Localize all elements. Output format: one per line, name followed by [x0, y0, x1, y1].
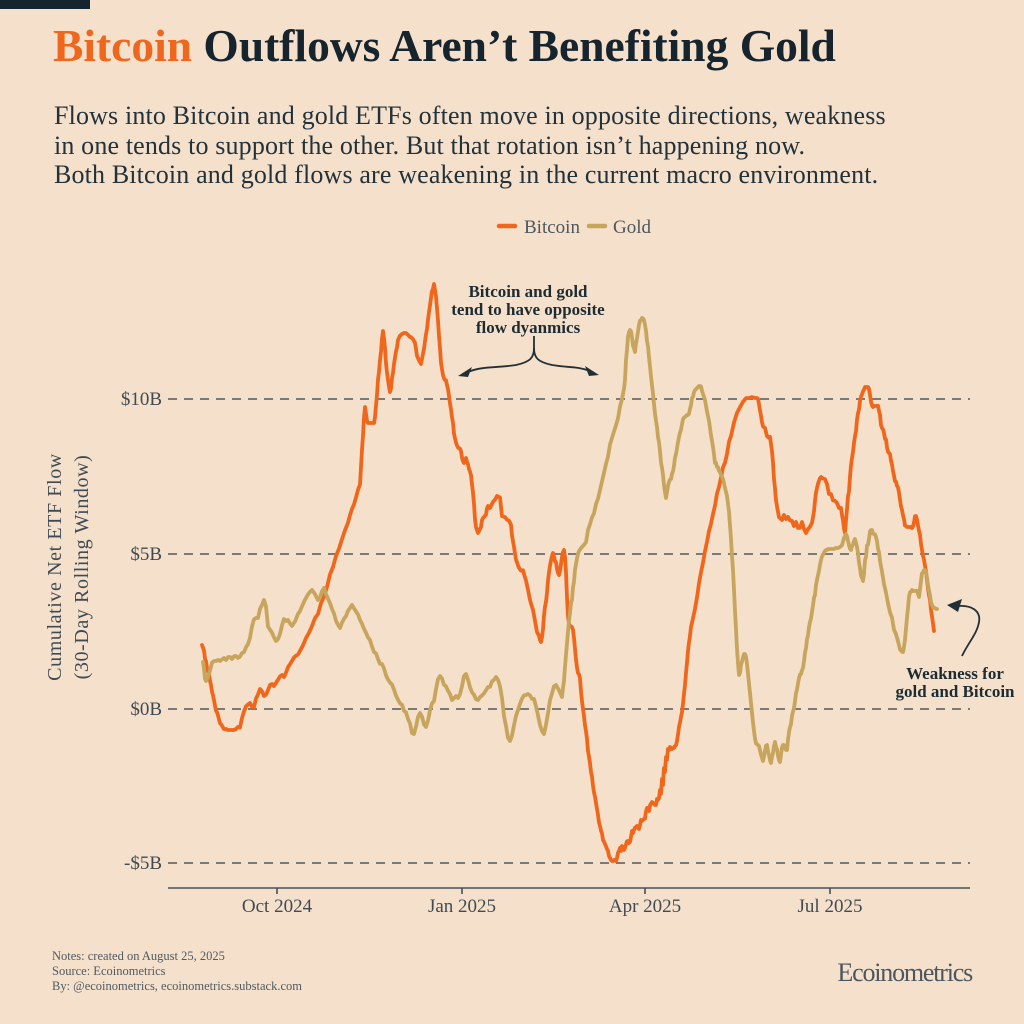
svg-text:Oct 2024: Oct 2024	[242, 896, 313, 917]
svg-text:$10B: $10B	[121, 389, 162, 410]
svg-text:$0B: $0B	[130, 699, 162, 720]
svg-text:tend to have opposite: tend to have opposite	[451, 300, 605, 319]
svg-text:gold and Bitcoin: gold and Bitcoin	[895, 682, 1015, 701]
svg-text:Jan 2025: Jan 2025	[428, 896, 496, 917]
svg-text:(30-Day Rolling Window): (30-Day Rolling Window)	[71, 455, 93, 680]
svg-text:Gold: Gold	[613, 217, 652, 238]
svg-text:Bitcoin and gold: Bitcoin and gold	[468, 282, 588, 301]
svg-text:$5B: $5B	[130, 544, 162, 565]
svg-text:Cumulative Net ETF Flow: Cumulative Net ETF Flow	[44, 453, 66, 681]
svg-text:Bitcoin: Bitcoin	[524, 217, 580, 238]
svg-text:-$5B: -$5B	[124, 853, 162, 874]
svg-text:Apr 2025: Apr 2025	[609, 896, 681, 917]
svg-text:Jul 2025: Jul 2025	[798, 896, 863, 917]
svg-text:Weakness for: Weakness for	[906, 664, 1004, 683]
svg-text:flow dyanmics: flow dyanmics	[476, 318, 581, 337]
